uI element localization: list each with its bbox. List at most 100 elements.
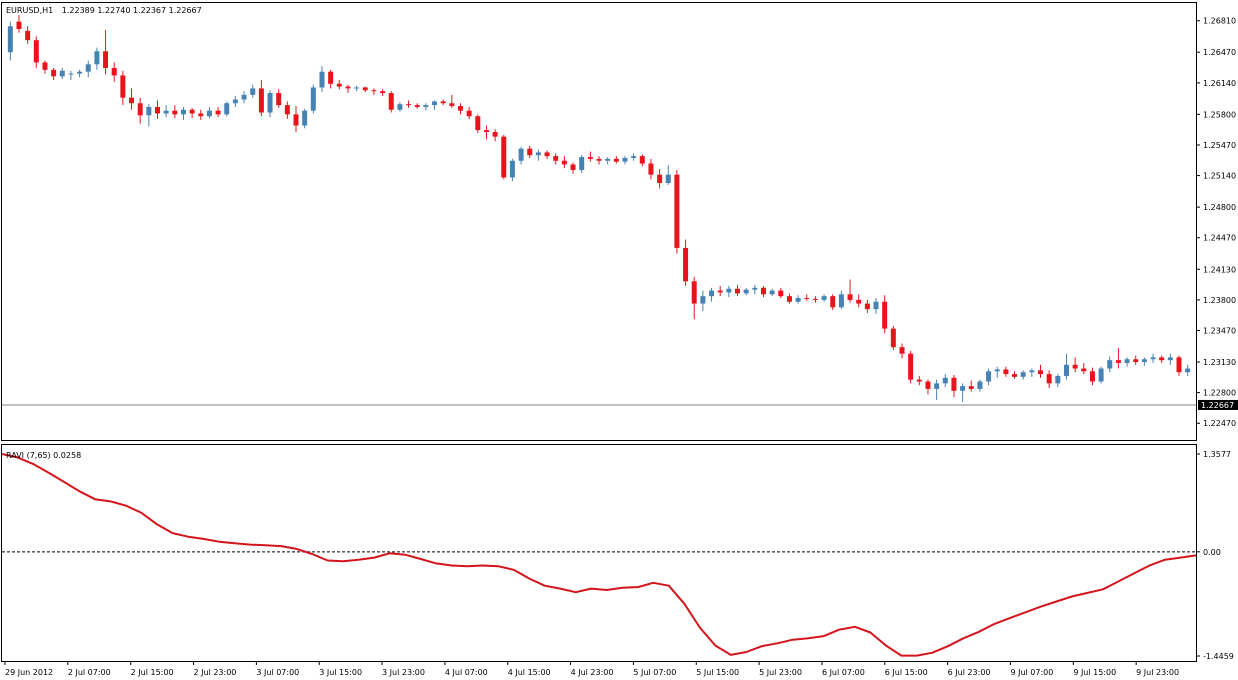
candle-body-bear <box>786 296 792 302</box>
candle-body-bull <box>1185 368 1191 373</box>
candle-body-bull <box>743 289 749 294</box>
indicator-tick-label: 1.3577 <box>1203 450 1231 459</box>
candle-body-bull <box>795 298 801 302</box>
candle-body-bear <box>561 160 567 165</box>
candle-body-bull <box>838 294 844 308</box>
candle-body-bull <box>310 87 316 111</box>
price-tick-label: 1.23470 <box>1203 326 1236 335</box>
candle-body-bull <box>535 152 541 156</box>
candle-body-bear <box>1176 357 1182 373</box>
price-tick-label: 1.23800 <box>1203 296 1236 305</box>
candle-body-bear <box>674 174 680 248</box>
time-tick-label: 4 Jul 07:00 <box>445 668 488 677</box>
price-tick-label: 1.26470 <box>1203 48 1236 57</box>
symbol-label: EURUSD,H1 1.22389 1.22740 1.22367 1.2266… <box>6 6 202 15</box>
candle-body-bear <box>570 164 576 171</box>
candle-body-bull <box>224 103 230 115</box>
candle-body-bear <box>440 101 446 104</box>
time-tick-label: 2 Jul 15:00 <box>131 668 174 677</box>
candle-body-bear <box>648 163 654 175</box>
candle-body-bull <box>726 288 732 293</box>
candle-body-bull <box>605 158 611 161</box>
candle-body-bear <box>890 328 896 348</box>
candle-body-bull <box>1167 357 1173 361</box>
candle-body-bear <box>1012 374 1018 377</box>
candle-body-bear <box>120 75 126 98</box>
candle-body-bear <box>457 106 463 111</box>
candle-body-bear <box>466 110 472 117</box>
candle-body-bull <box>68 73 74 75</box>
candle-body-bear <box>683 247 689 282</box>
candle-body-bull <box>752 287 758 290</box>
price-tick-label: 1.22800 <box>1203 389 1236 398</box>
candle-body-bear <box>639 156 645 164</box>
price-tick-label: 1.26140 <box>1203 79 1236 88</box>
candle-body-bear <box>864 303 870 310</box>
candle-body-bull <box>821 296 827 300</box>
current-price-label: 1.22667 <box>1201 401 1234 410</box>
candle-body-bear <box>951 377 957 391</box>
candle-body-bear <box>215 110 221 115</box>
candle-body-bear <box>25 30 31 41</box>
candle-body-bull <box>579 157 585 171</box>
candle-body-bear <box>388 93 394 110</box>
candle-body-bear <box>258 88 264 113</box>
candle-body-bear <box>137 103 143 116</box>
candle-body-bear <box>925 381 931 389</box>
candle-body-bull <box>1020 372 1026 377</box>
candle-body-bull <box>994 369 1000 372</box>
candle-body-bear <box>1115 360 1121 363</box>
candle-body-bear <box>760 287 766 295</box>
candle-body-bull <box>665 174 671 184</box>
candle-body-bull <box>1063 364 1069 376</box>
candle-body-bear <box>544 152 550 157</box>
candle-body-bull <box>77 71 83 74</box>
candle-body-bear <box>284 105 290 115</box>
price-tick-label: 1.25140 <box>1203 172 1236 181</box>
indicator-axis: 1.3577 0.00 -1.4459 <box>1196 450 1234 661</box>
candle-body-bull <box>977 381 983 389</box>
candle-body-bull <box>1029 370 1035 373</box>
candle-body-bear <box>778 290 784 297</box>
candle-body-bull <box>206 110 212 117</box>
candle-body-bear <box>198 113 204 117</box>
candle-body-bull <box>319 71 325 88</box>
candle-body-bull <box>709 290 715 297</box>
candle-body-bull <box>622 157 628 162</box>
candle-body-bull <box>85 64 91 72</box>
candle-body-bull <box>934 383 940 389</box>
candle-body-bull <box>631 156 637 158</box>
candle-body-bear <box>129 97 135 104</box>
candle-body-bear <box>172 110 178 115</box>
candle-body-bear <box>1081 368 1087 372</box>
time-tick-label: 6 Jul 07:00 <box>822 668 865 677</box>
time-tick-label: 3 Jul 07:00 <box>256 668 299 677</box>
candle-body-bull <box>241 94 247 100</box>
candle-body-bear <box>1046 374 1052 384</box>
candle-body-bear <box>1159 357 1165 361</box>
candle-body-bear <box>189 109 195 114</box>
candle-body-bull <box>423 105 429 107</box>
current-price-box <box>1198 399 1238 410</box>
candle-body-bull <box>146 106 152 116</box>
candle-body-bull <box>1141 359 1147 363</box>
candle-body-bear <box>717 290 723 293</box>
price-tick-label: 1.24800 <box>1203 203 1236 212</box>
candle-body-bull <box>1055 375 1061 384</box>
candle-body-bear <box>830 296 836 308</box>
symbol-text: EURUSD,H1 <box>6 6 53 15</box>
candle-body-bull <box>397 104 403 110</box>
candle-body-bear <box>33 40 39 63</box>
candle-body-bull <box>163 110 169 114</box>
candlestick-series <box>7 15 1191 402</box>
candle-body-bull <box>769 290 775 295</box>
candle-body-bear <box>1038 370 1044 375</box>
candle-body-bear <box>968 386 974 389</box>
price-tick-label: 1.25470 <box>1203 141 1236 150</box>
candle-body-bull <box>250 88 256 95</box>
price-tick-label: 1.24130 <box>1203 265 1236 274</box>
price-tick-label: 1.25800 <box>1203 110 1236 119</box>
candle-body-bear <box>691 281 697 304</box>
candle-body-bear <box>449 103 455 107</box>
